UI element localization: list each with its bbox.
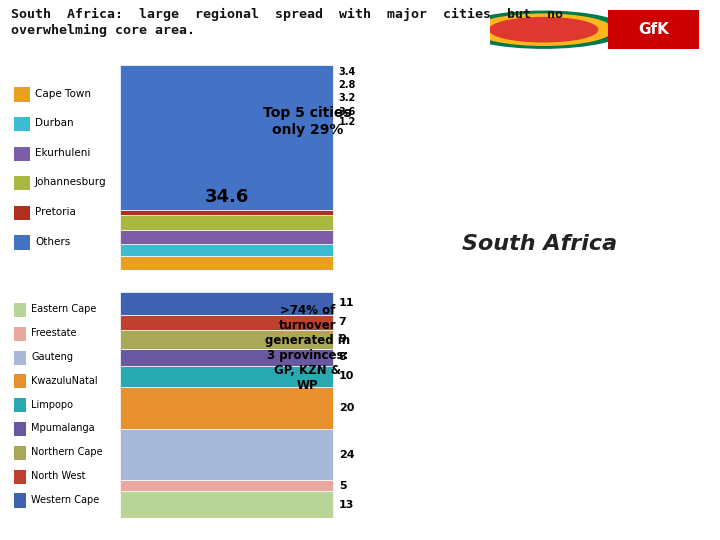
Text: Johannesburg: Johannesburg [35, 178, 107, 187]
Text: 24: 24 [338, 450, 354, 460]
Text: GfK: GfK [639, 22, 669, 37]
Bar [120, 387, 333, 429]
Text: 13: 13 [338, 500, 354, 510]
Text: 10: 10 [338, 372, 354, 381]
Bar [14, 422, 26, 436]
Text: South Africa: South Africa [462, 234, 618, 254]
Text: 8: 8 [338, 352, 346, 362]
Bar [120, 231, 333, 244]
Text: 2.8: 2.8 [338, 80, 356, 90]
Text: Cape Town: Cape Town [35, 89, 91, 99]
Bar [120, 215, 333, 231]
Bar [14, 176, 30, 191]
Text: Durban: Durban [35, 118, 73, 129]
Bar [120, 480, 333, 491]
Bar [120, 65, 333, 210]
Bar [120, 210, 333, 215]
Text: 3.6: 3.6 [338, 107, 356, 117]
Text: Ekurhuleni: Ekurhuleni [35, 148, 90, 158]
Bar [14, 494, 26, 508]
Bar [14, 235, 30, 249]
Text: 9: 9 [338, 334, 346, 345]
Bar [120, 491, 333, 518]
Text: 7: 7 [338, 318, 346, 327]
Text: Pretoria: Pretoria [35, 207, 76, 217]
Circle shape [462, 11, 626, 48]
Text: South  Africa:  large  regional  spread  with  major  cities  but  no: South Africa: large regional spread with… [11, 8, 563, 21]
Text: 20: 20 [338, 403, 354, 413]
Bar [120, 292, 333, 315]
Bar [14, 206, 30, 220]
Bar [120, 330, 333, 349]
Bar [14, 303, 26, 317]
Text: KwazuluNatal: KwazuluNatal [31, 376, 98, 386]
Text: overwhelming core area.: overwhelming core area. [11, 24, 195, 37]
Text: Northern Cape: Northern Cape [31, 447, 103, 457]
Text: 5: 5 [338, 481, 346, 490]
Circle shape [490, 17, 598, 42]
Bar [14, 327, 26, 341]
Bar [14, 446, 26, 460]
Bar [14, 350, 26, 365]
Bar [14, 87, 30, 102]
Bar [608, 10, 699, 49]
Text: North West: North West [31, 471, 86, 481]
Bar [14, 374, 26, 388]
Text: 34.6: 34.6 [204, 188, 249, 206]
Bar [14, 470, 26, 484]
Bar [14, 398, 26, 412]
Text: Others: Others [35, 237, 70, 247]
Bar [120, 256, 333, 270]
Text: 11: 11 [338, 298, 354, 308]
Bar [14, 117, 30, 131]
Bar [120, 349, 333, 366]
Text: 3.2: 3.2 [338, 92, 356, 103]
Bar [14, 146, 30, 161]
Bar [120, 315, 333, 330]
Text: Eastern Cape: Eastern Cape [31, 305, 96, 314]
Text: 3.4: 3.4 [338, 67, 356, 77]
Text: Gauteng: Gauteng [31, 352, 73, 362]
Text: Western Cape: Western Cape [31, 495, 99, 505]
Text: Mpumalanga: Mpumalanga [31, 423, 95, 434]
Text: Limpopo: Limpopo [31, 400, 73, 409]
Bar [120, 366, 333, 387]
Text: 1.2: 1.2 [338, 117, 356, 127]
Circle shape [474, 14, 613, 45]
Text: >74% of
turnover
generated in
3 provinces:
GP, KZN &
WP: >74% of turnover generated in 3 province… [265, 305, 351, 392]
Text: Freestate: Freestate [31, 328, 76, 338]
Bar [120, 244, 333, 256]
Text: Top 5 cities
only 29%: Top 5 cities only 29% [264, 106, 352, 137]
Bar [120, 429, 333, 480]
